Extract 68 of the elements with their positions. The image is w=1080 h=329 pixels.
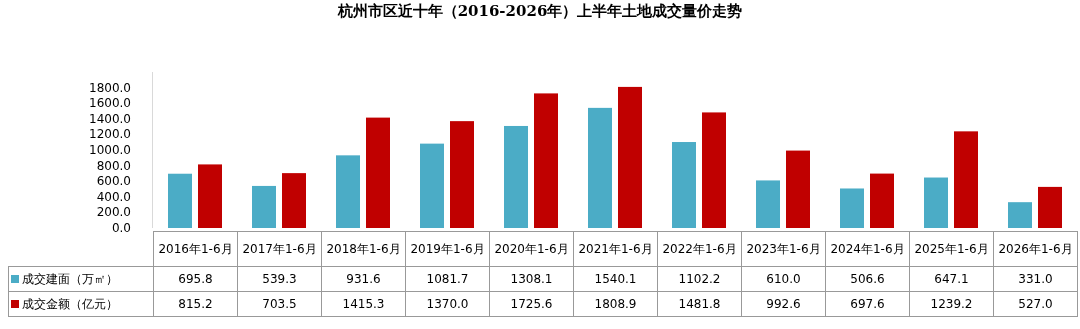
x-tick-label: 2021年1-6月 xyxy=(573,231,658,267)
bar xyxy=(534,93,558,228)
data-label: 931.6 xyxy=(321,266,406,292)
legend-label: 成交金额（亿元） xyxy=(22,297,118,311)
data-label: 1370.0 xyxy=(405,291,490,317)
y-tick-label: 1400.0 xyxy=(89,111,131,126)
x-tick-label: 2016年1-6月 xyxy=(153,231,238,267)
x-tick-label: 2019年1-6月 xyxy=(405,231,490,267)
bar xyxy=(168,173,192,228)
bar xyxy=(198,164,222,228)
data-label: 1808.9 xyxy=(573,291,658,317)
data-label: 697.6 xyxy=(825,291,910,317)
x-tick-label: 2023年1-6月 xyxy=(741,231,826,267)
y-tick-label: 1200.0 xyxy=(89,127,131,142)
bar xyxy=(450,121,474,228)
bar xyxy=(954,131,978,228)
bar xyxy=(1008,202,1032,228)
data-label: 647.1 xyxy=(909,266,994,292)
x-tick-label: 2018年1-6月 xyxy=(321,231,406,267)
bar xyxy=(672,142,696,228)
bar xyxy=(840,188,864,228)
data-label: 1308.1 xyxy=(489,266,574,292)
data-label: 1239.2 xyxy=(909,291,994,317)
y-tick-label: 1800.0 xyxy=(89,80,131,95)
data-label: 1081.7 xyxy=(405,266,490,292)
y-tick-label: 200.0 xyxy=(96,205,131,220)
y-tick-label: 1000.0 xyxy=(89,143,131,157)
data-label: 703.5 xyxy=(237,291,322,317)
data-label: 1102.2 xyxy=(657,266,742,292)
data-label: 539.3 xyxy=(237,266,322,292)
x-tick-label: 2022年1-6月 xyxy=(657,231,742,267)
y-tick-label: 0.0 xyxy=(111,221,131,235)
data-label: 527.0 xyxy=(993,291,1078,317)
x-tick-label: 2020年1-6月 xyxy=(489,231,574,267)
data-label: 1540.1 xyxy=(573,266,658,292)
x-tick-label: 2026年1-6月 xyxy=(993,231,1078,267)
data-label: 1725.6 xyxy=(489,291,574,317)
y-tick-label: 800.0 xyxy=(96,158,131,173)
bar xyxy=(420,143,444,228)
y-tick-label: 600.0 xyxy=(96,174,131,189)
data-label: 331.0 xyxy=(993,266,1078,292)
bar xyxy=(252,185,276,228)
bar xyxy=(870,173,894,228)
data-label: 610.0 xyxy=(741,266,826,292)
y-tick-label: 400.0 xyxy=(96,189,131,204)
data-label: 815.2 xyxy=(153,291,238,317)
bar xyxy=(1038,186,1062,228)
data-label: 1481.8 xyxy=(657,291,742,317)
data-label: 506.6 xyxy=(825,266,910,292)
bar xyxy=(618,86,642,228)
bar xyxy=(282,173,306,228)
bar xyxy=(924,177,948,228)
x-tick-label: 2025年1-6月 xyxy=(909,231,994,267)
data-label: 695.8 xyxy=(153,266,238,292)
bar xyxy=(504,125,528,228)
x-tick-label: 2024年1-6月 xyxy=(825,231,910,267)
bar xyxy=(366,117,390,228)
legend-label: 成交建面（万㎡） xyxy=(22,272,118,286)
bar xyxy=(786,150,810,228)
chart-title: 杭州市区近十年（2016-2026年）上半年土地成交量价走势 xyxy=(336,2,744,21)
bar xyxy=(756,180,780,228)
bar xyxy=(702,112,726,228)
x-tick-label: 2017年1-6月 xyxy=(237,231,322,267)
data-label: 1415.3 xyxy=(321,291,406,317)
bar xyxy=(336,155,360,228)
bar xyxy=(588,107,612,228)
data-label: 992.6 xyxy=(741,291,826,317)
y-tick-label: 1600.0 xyxy=(89,96,131,111)
